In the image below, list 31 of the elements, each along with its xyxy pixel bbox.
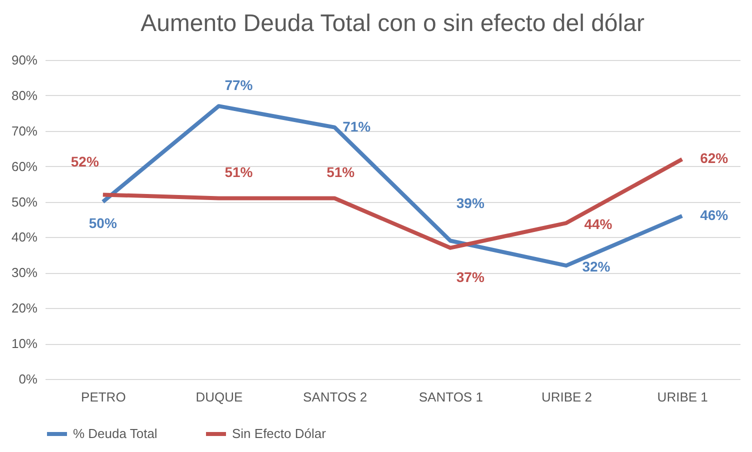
data-label: 51% [224,164,254,180]
y-tick-label: 70% [11,123,38,138]
data-label: 50% [88,214,118,231]
data-label: 44% [584,216,613,232]
data-label: 39% [456,194,485,211]
data-label: 51% [326,164,356,180]
y-tick-label: 0% [18,372,38,386]
legend-label: % Deuda Total [73,426,158,441]
legend-label: Sin Efecto Dólar [232,426,327,441]
x-tick-label: URIBE 1 [657,390,708,404]
chart-title: Aumento Deuda Total con o sin efecto del dólar [140,10,644,37]
data-label: 46% [700,206,729,223]
data-label: 37% [456,268,485,285]
x-tick-label: SANTOS 2 [303,390,368,404]
data-label: 71% [342,118,372,134]
y-tick-label: 90% [11,52,38,68]
x-tick-label: SANTOS 1 [418,390,483,404]
data-label: 32% [582,258,611,275]
y-tick-label: 30% [11,265,38,280]
y-tick-label: 60% [11,158,38,174]
x-tick-label: DUQUE [196,390,244,404]
x-tick-label: PETRO [81,390,126,404]
y-tick-label: 10% [11,336,38,352]
y-tick-label: 40% [11,230,38,245]
y-tick-label: 80% [11,88,38,103]
data-label: 77% [224,77,254,94]
data-label: 52% [70,154,100,170]
y-tick-label: 20% [11,300,38,316]
y-tick-label: 50% [11,194,38,210]
data-label: 62% [700,150,729,166]
x-tick-label: URIBE 2 [541,390,592,404]
